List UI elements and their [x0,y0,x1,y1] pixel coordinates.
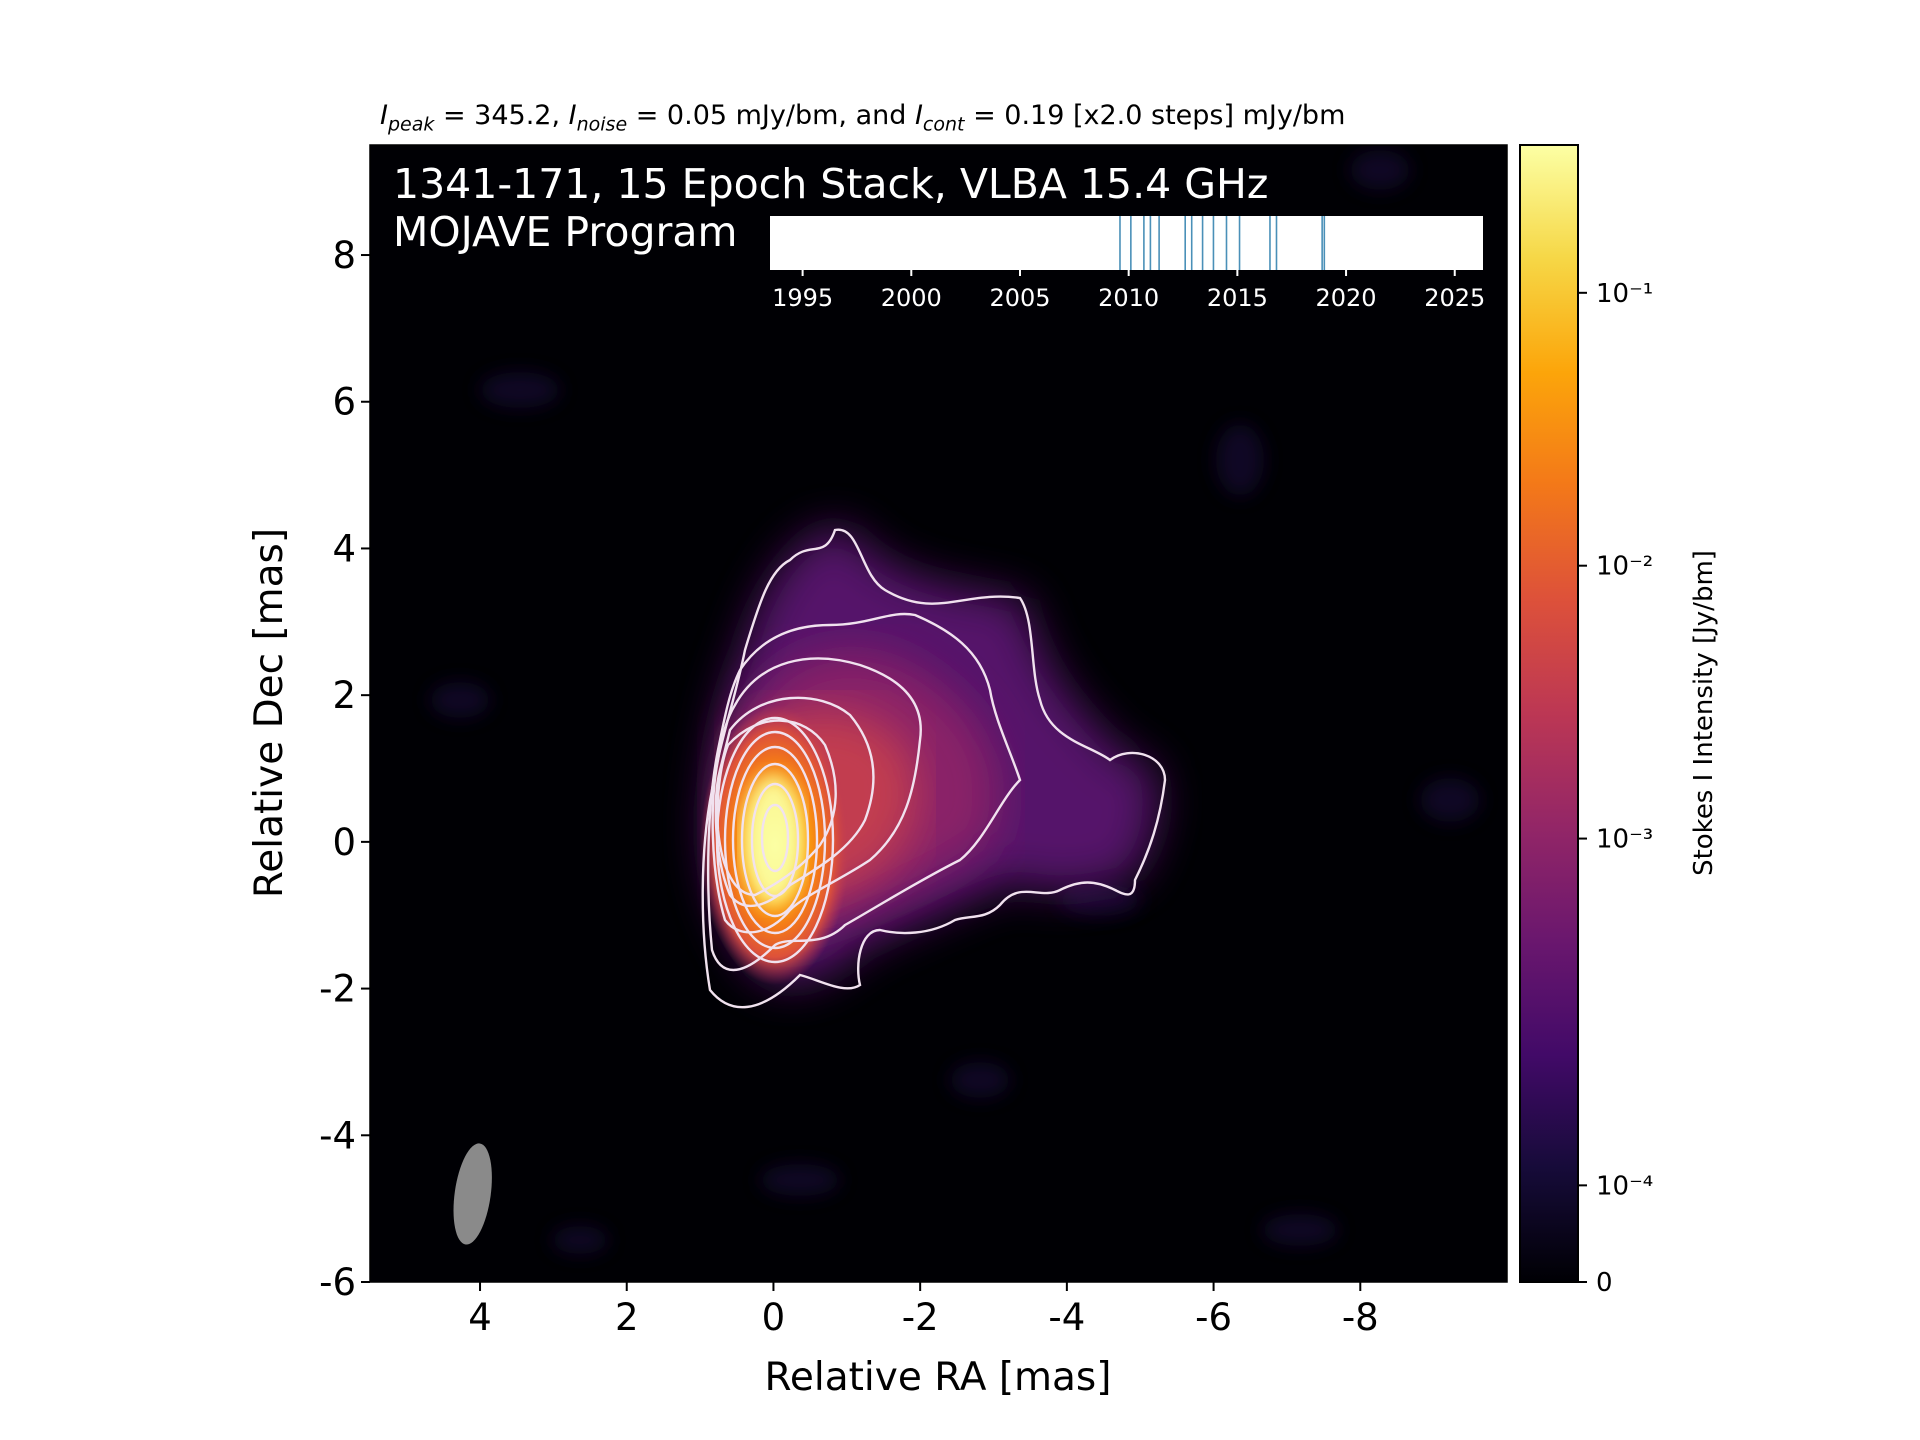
y-tick-label: 0 [332,821,356,864]
contour-level-7 [723,730,827,950]
contour-level-6 [715,716,835,964]
contour-level-1 [701,528,1167,1009]
source-title-text: 1341-171, 15 Epoch Stack, VLBA 15.4 GHz [393,160,1268,208]
map-frame [369,144,1508,1283]
x-tick-label: -6 [1195,1296,1232,1339]
image-statistics-title: Ipeak = 345.2, Inoise = 0.05 mJy/bm, and… [380,100,1346,136]
contour-level-2 [707,612,1022,972]
colorbar-tick-label: 10⁻⁴ [1596,1171,1653,1201]
restoring-beam-ellipse [453,1143,492,1245]
contour-level-10 [750,782,800,898]
colorbar-tick-label: 0 [1596,1268,1613,1298]
contour-level-9 [740,762,810,918]
timeline-axis: 1995 2000 2005 2010 2015 2020 2025 [772,270,1485,312]
contour-level-3 [711,657,922,934]
timeline-tick-label: 2020 [1316,284,1377,312]
colorbar-tick-label: 10⁻² [1596,552,1653,582]
colorbar-tick-label: 10⁻¹ [1596,279,1653,309]
y-tick-label: 6 [332,381,356,424]
program-name-text: MOJAVE Program [393,208,737,256]
colorbar-gradient [1519,144,1579,1283]
x-tick-label: -8 [1342,1296,1379,1339]
y-tick-label: -2 [319,968,356,1011]
epoch-timeline-inset: 1995 2000 2005 2010 2015 2020 2025 [770,216,1485,312]
colorbar-tick-label: 10⁻³ [1596,825,1653,855]
timeline-tick-label: 2005 [989,284,1050,312]
timeline-tick-label: 2015 [1207,284,1268,312]
y-tick-label: -4 [319,1114,356,1157]
y-tick-label: -6 [319,1261,356,1304]
timeline-tick-label: 2010 [1098,284,1159,312]
timeline-tick-label: 1995 [772,284,833,312]
x-tick-label: 2 [615,1296,639,1339]
colorbar-ticks: 0 10⁻⁴ 10⁻³ 10⁻² 10⁻¹ [1578,279,1653,1298]
intensity-map: 1341-171, 15 Epoch Stack, VLBA 15.4 GHz … [369,144,1508,1283]
y-tick-label: 8 [332,234,356,277]
epoch-timeline-box [770,216,1483,270]
contour-level-4 [714,696,875,907]
colorbar: 0 10⁻⁴ 10⁻³ 10⁻² 10⁻¹ Stokes I Intensity [Jy… [1519,144,1719,1298]
y-axis-label: Relative Dec [mas] [247,528,292,898]
y-tick-label: 2 [332,674,356,717]
noise-patches [430,150,1480,1254]
y-axis: -6 -4 -2 0 2 4 6 8 [319,234,370,1304]
epoch-markers [1119,216,1326,270]
colorbar-label: Stokes I Intensity [Jy/bm] [1689,550,1719,876]
timeline-tick-label: 2000 [881,284,942,312]
contour-level-11 [760,803,790,873]
intensity-contours [701,528,1167,1009]
x-tick-label: 4 [468,1296,492,1339]
y-tick-label: 4 [332,527,356,570]
x-axis: 4 2 0 -2 -4 -6 -8 [468,1282,1379,1339]
x-axis-label: Relative RA [mas] [765,1355,1112,1400]
x-tick-label: -4 [1048,1296,1085,1339]
x-tick-label: -2 [902,1296,939,1339]
timeline-tick-label: 2025 [1424,284,1485,312]
x-tick-label: 0 [762,1296,786,1339]
contour-level-8 [731,745,819,935]
